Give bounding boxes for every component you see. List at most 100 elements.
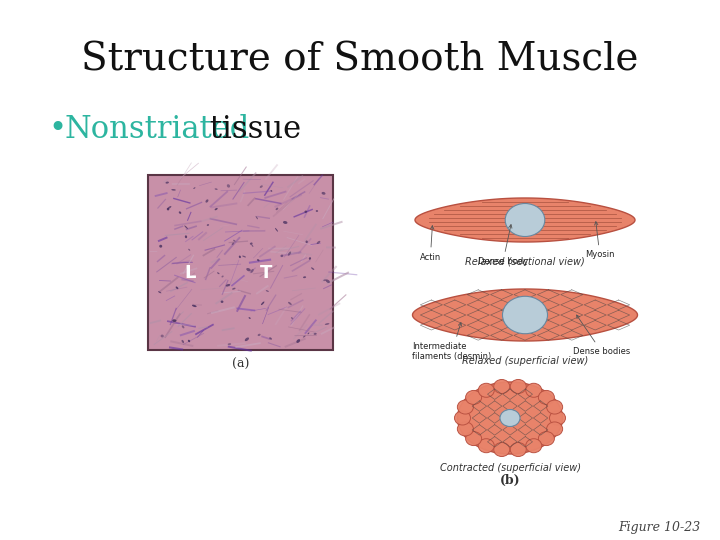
Ellipse shape [494,380,510,394]
Ellipse shape [510,442,526,456]
Ellipse shape [457,422,473,436]
Ellipse shape [258,334,261,336]
Ellipse shape [228,343,231,345]
Ellipse shape [232,288,235,289]
Ellipse shape [185,235,187,238]
Ellipse shape [161,335,163,338]
Ellipse shape [215,208,217,210]
Ellipse shape [303,276,306,278]
Ellipse shape [271,190,272,192]
Ellipse shape [283,221,287,224]
Ellipse shape [457,382,562,454]
Text: Figure 10-23: Figure 10-23 [618,522,700,535]
Ellipse shape [248,317,251,319]
Ellipse shape [233,240,235,241]
Ellipse shape [188,340,190,342]
Text: Dense body: Dense body [478,225,528,266]
Ellipse shape [478,383,494,397]
Ellipse shape [172,319,176,322]
Ellipse shape [205,199,208,202]
Ellipse shape [275,228,278,232]
Ellipse shape [232,242,234,245]
Ellipse shape [546,422,562,436]
Text: T: T [260,264,272,282]
Ellipse shape [242,255,246,258]
Ellipse shape [316,210,318,212]
Ellipse shape [184,225,188,229]
Ellipse shape [297,339,300,343]
Ellipse shape [251,269,253,273]
Ellipse shape [188,249,190,251]
Ellipse shape [291,317,293,319]
PathPatch shape [415,198,635,242]
Ellipse shape [549,411,565,425]
Ellipse shape [288,302,292,305]
Ellipse shape [457,400,473,414]
Ellipse shape [246,268,251,271]
Ellipse shape [261,301,264,305]
Ellipse shape [526,438,541,453]
Ellipse shape [207,224,209,226]
Ellipse shape [539,431,554,446]
Ellipse shape [546,400,562,414]
Ellipse shape [256,216,258,219]
Ellipse shape [269,338,272,340]
Ellipse shape [179,211,181,214]
Ellipse shape [192,305,197,307]
Text: (b): (b) [500,474,521,487]
Ellipse shape [168,206,171,209]
Text: Relaxed (superficial view): Relaxed (superficial view) [462,356,588,366]
Text: Relaxed (sectional view): Relaxed (sectional view) [465,257,585,267]
Ellipse shape [309,257,311,260]
Ellipse shape [181,340,184,343]
Ellipse shape [305,240,308,243]
Ellipse shape [176,287,179,289]
Ellipse shape [305,211,307,213]
Bar [148,175,333,350]
Ellipse shape [257,259,259,261]
Ellipse shape [222,275,224,278]
Text: Contracted (superficial view): Contracted (superficial view) [439,463,580,473]
Ellipse shape [466,390,482,404]
Ellipse shape [281,254,283,257]
Ellipse shape [250,242,253,245]
Ellipse shape [158,291,161,293]
Ellipse shape [189,275,192,278]
Ellipse shape [526,383,541,397]
Ellipse shape [276,208,278,210]
Ellipse shape [215,188,217,190]
Ellipse shape [220,300,223,303]
Ellipse shape [239,255,241,258]
Ellipse shape [539,390,554,404]
Ellipse shape [226,284,230,287]
Text: Actin: Actin [420,226,441,261]
Ellipse shape [167,208,169,211]
Ellipse shape [322,192,325,195]
Text: tissue: tissue [200,114,301,145]
Text: L: L [184,264,196,282]
Ellipse shape [245,338,249,341]
Ellipse shape [303,335,305,338]
Text: •: • [48,114,66,145]
Ellipse shape [266,290,269,292]
Text: Structure of Smooth Muscle: Structure of Smooth Muscle [81,42,639,78]
Ellipse shape [494,442,510,456]
PathPatch shape [413,289,637,341]
Text: Dense bodies: Dense bodies [573,315,630,356]
Text: Nonstriated: Nonstriated [65,114,251,145]
Ellipse shape [325,280,330,283]
Ellipse shape [325,323,329,325]
Ellipse shape [193,187,195,189]
Ellipse shape [171,189,176,191]
Ellipse shape [217,272,220,274]
Ellipse shape [503,296,547,334]
Ellipse shape [317,241,320,244]
Ellipse shape [251,244,253,247]
Ellipse shape [227,184,230,187]
Ellipse shape [505,204,545,237]
Ellipse shape [323,279,326,281]
Ellipse shape [288,252,291,255]
Text: Myosin: Myosin [585,222,615,259]
Ellipse shape [307,333,310,334]
Ellipse shape [166,181,169,184]
